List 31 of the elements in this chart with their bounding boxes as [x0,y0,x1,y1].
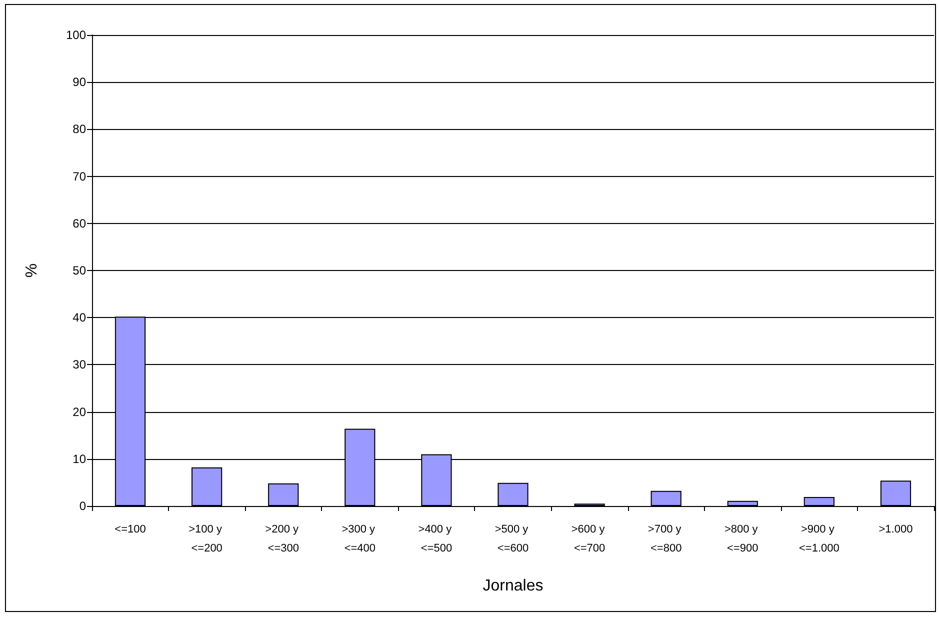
y-tick-label: 10 [72,452,86,466]
bar [727,500,758,506]
y-tick-label: 20 [72,404,86,419]
x-axis-title: Jornales [482,578,544,594]
x-tick-label: >800 y <=900 [724,524,761,554]
y-tick-label: 50 [72,264,86,278]
x-tick-label: >700 y <=800 [648,524,684,554]
y-tick-label: 40 [72,310,86,325]
x-tick-label: >100 y <=200 [188,524,226,554]
y-tick-label: 90 [72,75,86,90]
x-tick-label: >300 y <=400 [342,524,378,554]
x-tick-label: <=100 [114,524,146,536]
x-tick-label: >500 y <=600 [494,524,532,554]
bar [880,480,912,506]
bar [268,483,299,506]
y-tick-label: 70 [72,169,86,184]
y-tick-label: 60 [72,216,86,230]
y-tick-label: 100 [66,28,86,42]
x-tick-label: >600 y <=700 [571,524,608,554]
x-tick-label: >200 y <=300 [265,524,302,554]
bar [498,482,528,506]
bar [650,490,682,506]
x-tick-label: >1.000 [878,524,913,536]
x-tick-label: >400 y <=500 [418,524,455,554]
bar [192,467,222,506]
bar [804,497,834,506]
y-tick-label: 80 [72,122,86,136]
x-tick-label: >900 y <=1.000 [798,524,840,554]
y-tick-label: 30 [72,358,86,372]
y-tick-label: 0 [79,499,86,513]
y-axis-title: % [24,263,40,278]
